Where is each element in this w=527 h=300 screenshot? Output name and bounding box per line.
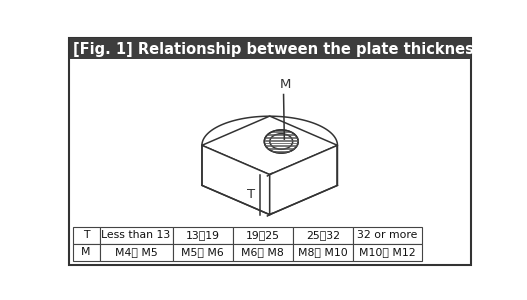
Text: M6， M8: M6， M8 bbox=[241, 248, 284, 257]
Text: [Fig. 1] Relationship between the plate thickness and screw: [Fig. 1] Relationship between the plate … bbox=[73, 42, 527, 57]
Text: M4， M5: M4， M5 bbox=[115, 248, 158, 257]
Bar bbox=[353, 244, 422, 261]
Text: T: T bbox=[83, 230, 89, 240]
Bar bbox=[233, 227, 293, 244]
Bar bbox=[173, 227, 233, 244]
Bar bbox=[100, 244, 173, 261]
Text: T: T bbox=[247, 188, 255, 201]
Bar bbox=[293, 244, 353, 261]
Bar bbox=[100, 227, 173, 244]
Text: M: M bbox=[81, 248, 91, 257]
Bar bbox=[73, 244, 100, 261]
Text: M8， M10: M8， M10 bbox=[298, 248, 348, 257]
Text: M5， M6: M5， M6 bbox=[181, 248, 224, 257]
Bar bbox=[173, 244, 233, 261]
Bar bbox=[73, 227, 100, 244]
Text: M10， M12: M10， M12 bbox=[359, 248, 416, 257]
Polygon shape bbox=[202, 145, 270, 214]
Bar bbox=[293, 227, 353, 244]
Ellipse shape bbox=[265, 130, 298, 153]
Bar bbox=[233, 244, 293, 261]
Text: 25～32: 25～32 bbox=[306, 230, 340, 240]
Text: 32 or more: 32 or more bbox=[357, 230, 418, 240]
Text: 19～25: 19～25 bbox=[246, 230, 280, 240]
Text: 13～19: 13～19 bbox=[186, 230, 220, 240]
Text: Less than 13: Less than 13 bbox=[102, 230, 171, 240]
Polygon shape bbox=[270, 145, 337, 214]
Text: M: M bbox=[279, 78, 291, 92]
Polygon shape bbox=[202, 116, 337, 175]
Bar bbox=[70, 38, 471, 59]
Bar bbox=[353, 227, 422, 244]
